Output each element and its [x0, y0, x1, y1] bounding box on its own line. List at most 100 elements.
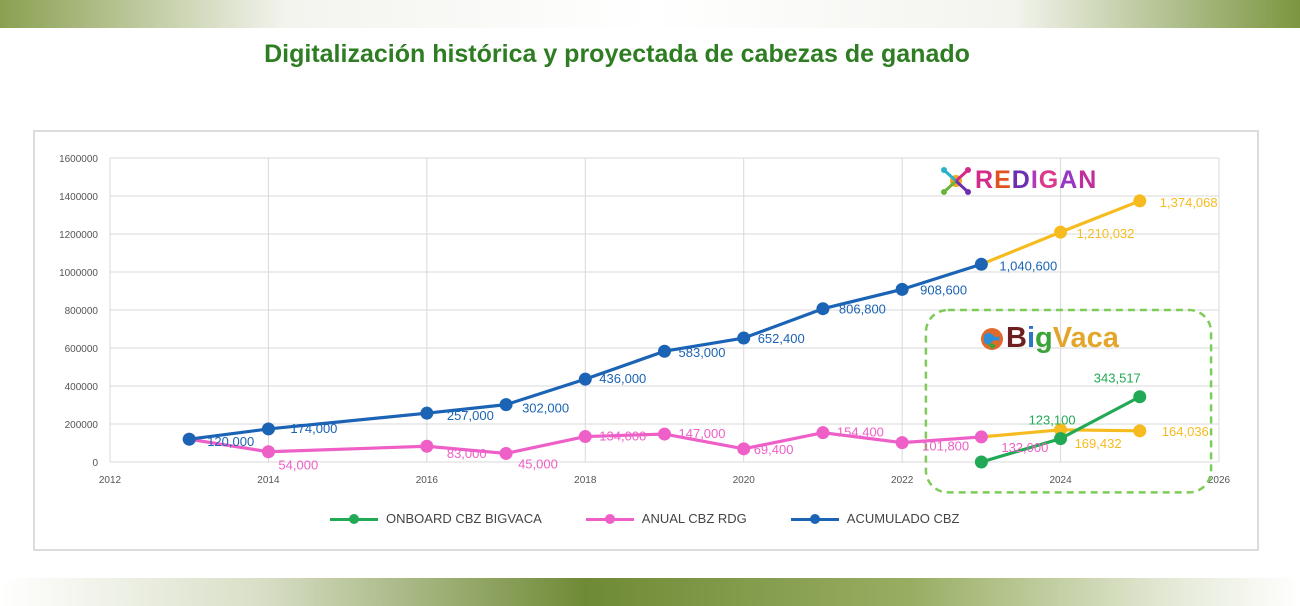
y-tick-label: 200000	[65, 420, 99, 431]
series-anual-data-label: 69,400	[754, 442, 794, 457]
x-tick-label: 2012	[99, 475, 122, 486]
projection-anual-data-label: 164,036	[1162, 424, 1209, 439]
redigan-logo-text: REDIGAN	[975, 166, 1097, 195]
series-acumulado-point	[974, 257, 988, 271]
series-anual-point	[737, 442, 751, 456]
projection-acumulado-point	[1054, 225, 1068, 239]
series-acumulado-data-label: 302,000	[522, 401, 569, 416]
series-anual-data-label: 132,000	[1001, 440, 1048, 455]
series-anual-point	[974, 430, 988, 444]
legend-item-acumulado: ACUMULADO CBZ	[790, 511, 960, 526]
legend-swatch-anual	[585, 513, 634, 524]
series-acumulado-data-label: 908,600	[920, 282, 967, 297]
series-anual-line	[188, 431, 982, 456]
projection-anual-point	[1133, 424, 1147, 438]
projection-acumulado-data-label: 1,210,032	[1077, 226, 1135, 241]
series-anual-data-label: 101,800	[922, 439, 969, 454]
chart-legend: ONBOARD CBZ BIGVACA ANUAL CBZ RDG ACUMUL…	[330, 511, 959, 526]
x-tick-label: 2026	[1208, 475, 1231, 486]
top-decor-band	[0, 0, 1300, 28]
redigan-logo-letter: N	[1078, 166, 1098, 194]
redigan-star-icon	[941, 166, 971, 195]
x-tick-label: 2016	[416, 475, 439, 486]
page-title: Digitalización histórica y proyectada de…	[264, 40, 970, 68]
series-anual-data-label: 54,000	[278, 458, 318, 473]
bigvaca-logo-letter: V	[1052, 322, 1071, 354]
series-anual-point	[895, 436, 909, 450]
series-acumulado-point	[578, 372, 592, 386]
y-tick-label: 1200000	[59, 230, 98, 241]
redigan-logo-letter: R	[975, 166, 995, 194]
y-tick-label: 800000	[65, 306, 99, 317]
y-tick-label: 1400000	[59, 192, 98, 203]
series-anual-point	[658, 427, 671, 441]
series-acumulado-point	[658, 344, 671, 358]
bigvaca-logo-letter: B	[1006, 322, 1027, 354]
series-anual-data-label: 83,000	[447, 446, 487, 461]
chart-frame	[33, 130, 1259, 551]
bigvaca-logo-letter: g	[1035, 322, 1053, 354]
legend-label-onboard: ONBOARD CBZ BIGVACA	[386, 511, 542, 526]
series-anual-point	[816, 426, 830, 440]
globe-icon	[981, 327, 1003, 350]
series-anual-point	[420, 439, 434, 453]
x-tick-label: 2014	[257, 475, 280, 486]
bottom-decor-band	[0, 578, 1300, 606]
redigan-logo-letter: A	[1059, 166, 1079, 194]
series-onboard-point	[1133, 390, 1147, 404]
y-tick-label: 0	[92, 458, 98, 469]
bigvaca-logo-letter: a	[1102, 322, 1119, 354]
y-tick-label: 600000	[65, 344, 99, 355]
legend-label-anual: ANUAL CBZ RDG	[641, 511, 747, 526]
series-onboard-point	[974, 455, 988, 469]
x-tick-label: 2018	[574, 475, 597, 486]
bigvaca-logo-text: BigVaca	[1006, 322, 1119, 355]
series-acumulado-point	[816, 302, 830, 316]
x-tick-label: 2024	[1049, 475, 1072, 486]
series-acumulado-line	[189, 262, 982, 441]
bigvaca-highlight-box	[924, 308, 1213, 494]
bigvaca-logo-letter: a	[1070, 322, 1087, 354]
x-tick-label: 2020	[733, 475, 756, 486]
y-tick-label: 1600000	[59, 154, 98, 165]
series-onboard-data-label: 343,517	[1094, 371, 1141, 386]
series-anual-data-label: 134,000	[599, 429, 646, 444]
legend-swatch-onboard	[330, 513, 378, 524]
series-anual-point	[499, 446, 513, 460]
series-acumulado-data-label: 652,400	[758, 331, 805, 346]
series-acumulado-data-label: 806,800	[839, 302, 886, 317]
series-acumulado-point	[261, 422, 275, 436]
series-anual-data-label: 147,000	[679, 426, 726, 441]
y-tick-label: 400000	[65, 382, 99, 393]
series-anual-point	[261, 445, 275, 459]
redigan-logo-letter: E	[994, 166, 1012, 194]
redigan-logo-letter: G	[1038, 166, 1060, 194]
series-acumulado-point	[895, 282, 909, 296]
series-anual-data-label: 45,000	[518, 456, 558, 471]
series-acumulado-data-label: 257,000	[447, 408, 494, 423]
redigan-logo-letter: D	[1011, 166, 1031, 194]
projection-anual-data-label: 169,432	[1075, 436, 1122, 451]
series-anual-point	[578, 430, 592, 444]
series-anual-data-label: 154,400	[837, 425, 884, 440]
bigvaca-logo-letter: i	[1026, 322, 1036, 354]
series-acumulado-point	[737, 331, 751, 345]
series-acumulado-point	[182, 432, 196, 446]
series-onboard-point	[1054, 432, 1068, 446]
legend-item-onboard: ONBOARD CBZ BIGVACA	[330, 511, 542, 526]
redigan-logo-letter: I	[1030, 166, 1039, 194]
series-acumulado-data-label: 583,000	[679, 345, 726, 360]
x-tick-label: 2022	[891, 475, 914, 486]
y-tick-label: 1000000	[59, 268, 98, 279]
bigvaca-logo-letter: c	[1086, 322, 1103, 354]
series-onboard-data-label: 123,100	[1029, 413, 1076, 428]
series-acumulado-data-label: 436,000	[599, 371, 646, 386]
series-acumulado-data-label: 120,000	[207, 434, 254, 449]
projection-acumulado-data-label: 1,374,068	[1160, 195, 1218, 210]
redigan-logo: REDIGAN	[941, 166, 1097, 195]
legend-label-acumulado: ACUMULADO CBZ	[846, 511, 960, 526]
projection-acumulado-point	[1133, 194, 1147, 208]
series-acumulado-data-label: 174,000	[290, 421, 337, 436]
series-acumulado-data-label: 1,040,600	[999, 258, 1057, 273]
